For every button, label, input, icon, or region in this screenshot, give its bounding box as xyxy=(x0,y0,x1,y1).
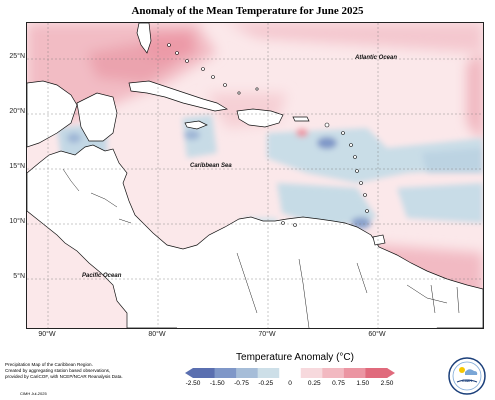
credit-line-3: provided by CariCOF, with NCEP/NCAR Rean… xyxy=(5,374,123,379)
land-hispaniola xyxy=(236,108,284,128)
colorbar-max-arrow xyxy=(387,368,395,378)
colorbar-cell xyxy=(343,368,366,378)
lon-label-70w: 70°W xyxy=(258,331,276,338)
label-caribbean-sea: Caribbean Sea xyxy=(190,163,232,169)
colorbar-cell xyxy=(279,368,302,378)
colorbar-tick-label: -1.50 xyxy=(209,380,225,387)
lat-label-5n: 5°N xyxy=(13,273,25,280)
land-jamaica xyxy=(184,120,208,130)
colorbar-tick-label: 0.25 xyxy=(307,380,321,387)
colorbar-cell xyxy=(300,368,323,378)
colorbar-cell xyxy=(214,368,237,378)
colorbar xyxy=(185,368,395,378)
colorbar-tick-label: -0.25 xyxy=(258,380,274,387)
map-title: Anomaly of the Mean Temperature for June… xyxy=(131,5,364,17)
colorbar-tick-label: -0.75 xyxy=(234,380,249,387)
credit-text: Precipitation Map of the Caribbean Regio… xyxy=(5,362,155,380)
colorbar-tick-label: 2.50 xyxy=(380,380,394,387)
land-florida xyxy=(136,23,152,54)
gridlines xyxy=(27,23,483,328)
map-panel xyxy=(26,22,484,329)
colorbar-cell xyxy=(365,368,388,378)
label-atlantic-ocean: Atlantic Ocean xyxy=(355,55,398,61)
lat-label-20n: 20°N xyxy=(9,108,25,115)
label-pacific-ocean: Pacific Ocean xyxy=(82,273,122,279)
small-islands xyxy=(167,43,369,227)
land-masses xyxy=(27,23,483,328)
logo-text: CIMH xyxy=(461,378,473,383)
land-cuba xyxy=(128,80,228,112)
colorbar-tick-label: 0 xyxy=(288,380,292,387)
lon-label-60w: 60°W xyxy=(368,331,386,338)
lat-label-10n: 10°N xyxy=(9,218,25,225)
land-puerto-rico xyxy=(292,116,310,122)
credit-line-2: Created by aggregating station based obs… xyxy=(5,368,111,373)
lat-label-25n: 25°N xyxy=(9,53,25,60)
lon-label-90w: 90°W xyxy=(38,331,56,338)
cimh-logo-icon xyxy=(448,357,486,395)
colorbar-tick-label: 0.75 xyxy=(332,380,345,387)
credit-date: CIMH Jul-2025 xyxy=(20,391,47,396)
lat-label-15n: 15°N xyxy=(9,163,25,170)
colorbar-cell xyxy=(193,368,216,378)
colorbar-cell xyxy=(322,368,345,378)
colorbar-cell xyxy=(236,368,259,378)
land-south-america-north xyxy=(177,251,437,328)
colorbar-min-arrow xyxy=(185,368,193,378)
land-trinidad xyxy=(372,234,386,246)
country-borders xyxy=(62,168,460,328)
legend-title: Temperature Anomaly (°C) xyxy=(236,352,354,363)
map-canvas xyxy=(27,23,483,328)
colorbar-cell xyxy=(257,368,280,378)
colorbar-tick-label: -2.50 xyxy=(185,380,201,387)
credit-line-1: Precipitation Map of the Caribbean Regio… xyxy=(5,362,93,367)
colorbar-tick-label: 1.50 xyxy=(356,380,370,387)
land-yucatan xyxy=(76,92,118,142)
lon-label-80w: 80°W xyxy=(148,331,166,338)
